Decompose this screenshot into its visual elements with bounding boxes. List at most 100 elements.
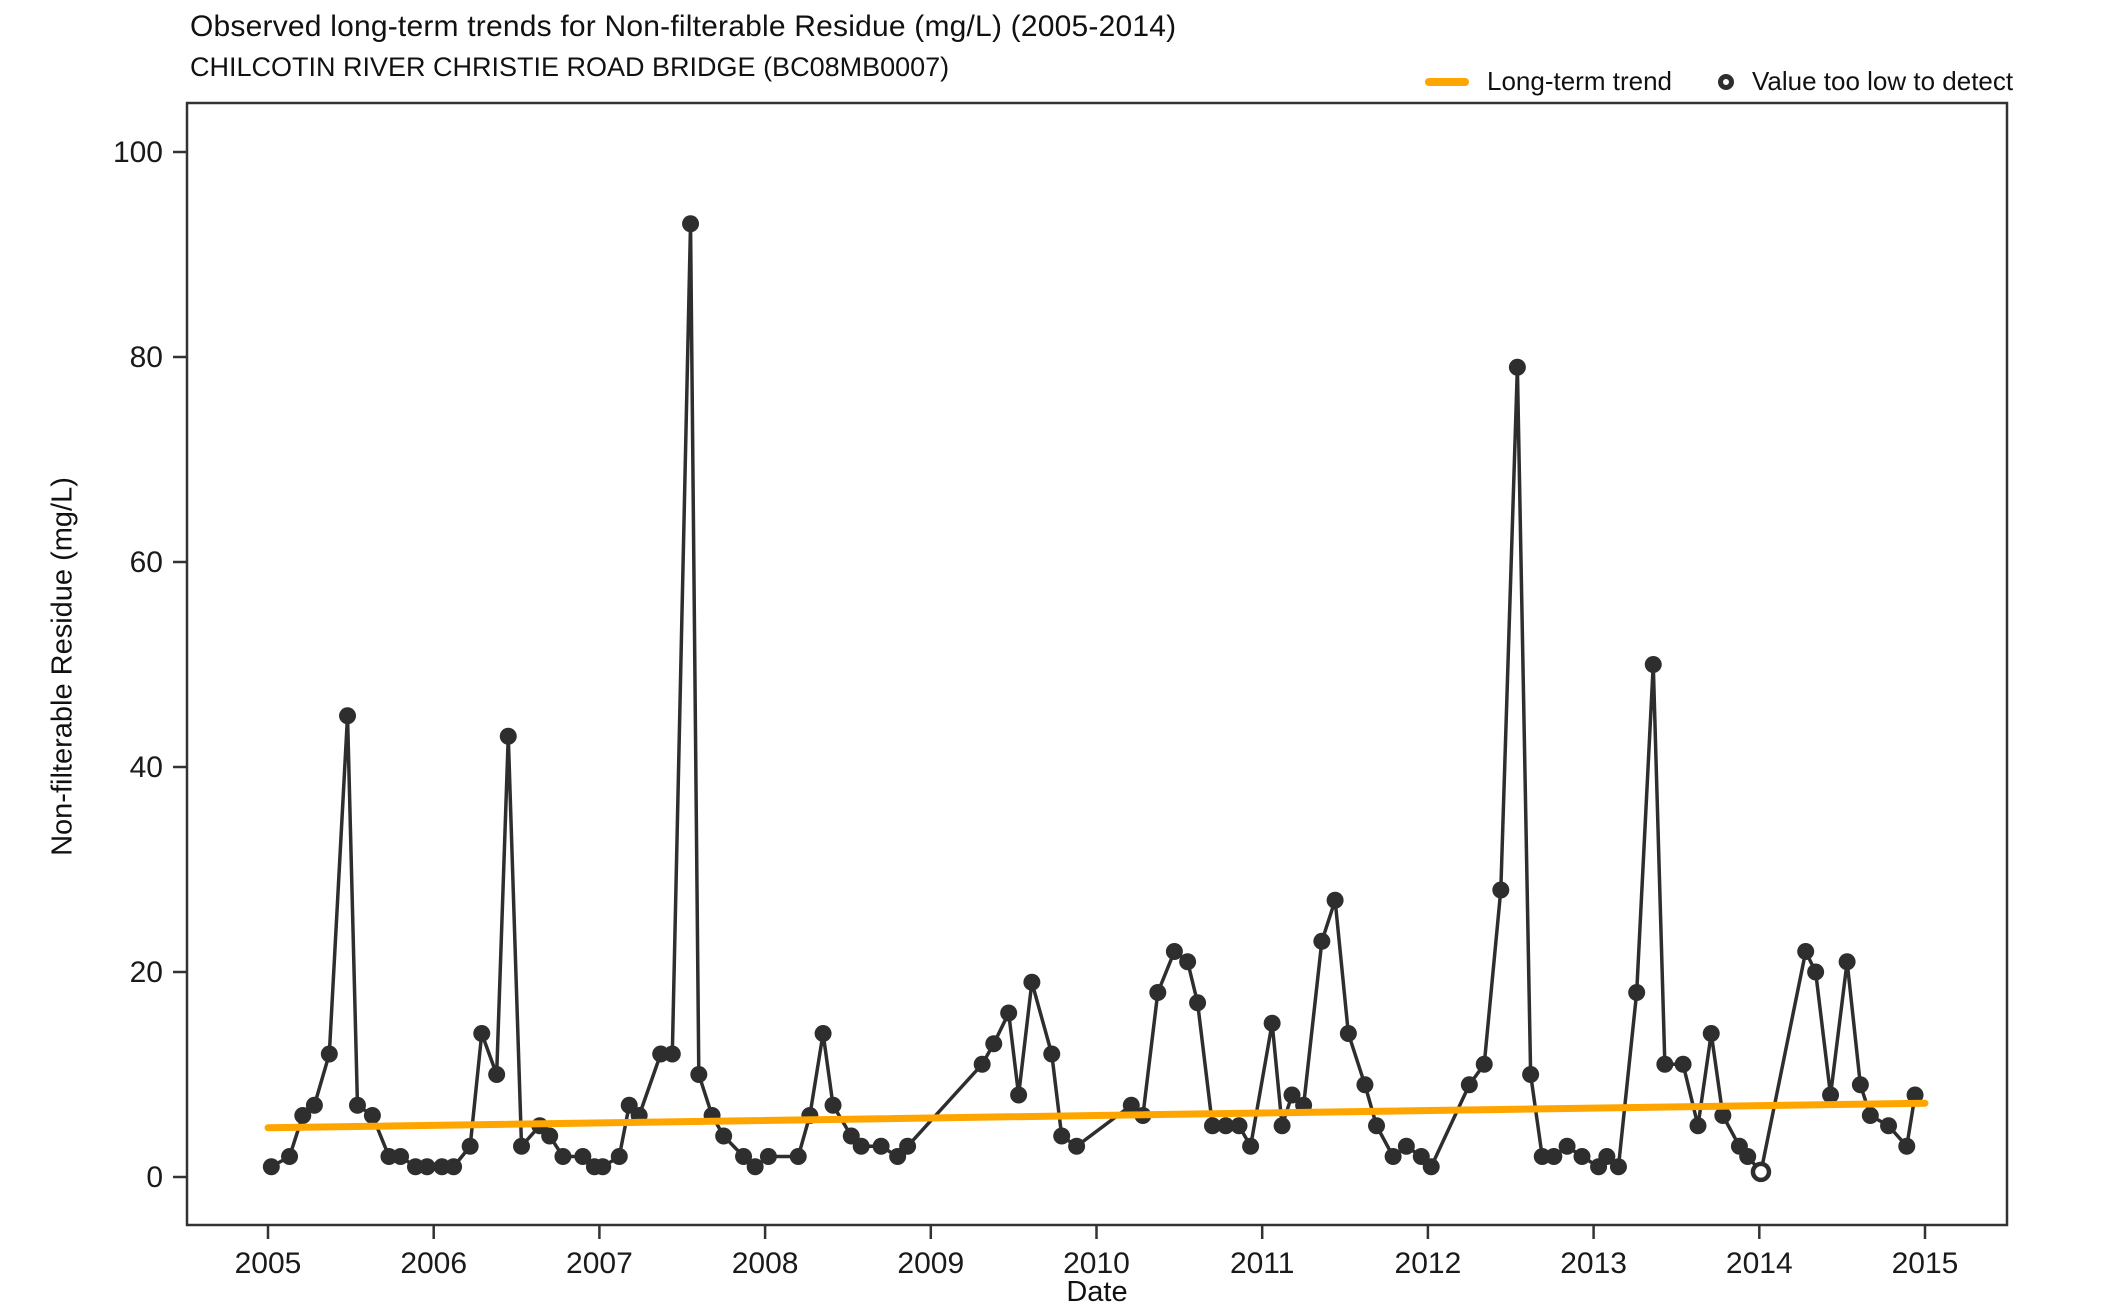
data-point — [1149, 984, 1167, 1001]
data-point — [554, 1148, 572, 1165]
data-point — [1807, 963, 1825, 981]
data-point — [1203, 1117, 1221, 1135]
data-point — [1217, 1117, 1235, 1135]
data-point — [1165, 943, 1183, 960]
data-point — [746, 1158, 764, 1176]
data-point — [1122, 1096, 1140, 1114]
data-point — [899, 1137, 917, 1155]
data-point — [499, 727, 517, 745]
legend-trend-label: Long-term trend — [1487, 66, 1672, 96]
y-tick-label: 100 — [113, 136, 163, 169]
data-point — [1702, 1025, 1720, 1042]
data-point — [1861, 1107, 1879, 1124]
data-point — [1797, 943, 1815, 960]
data-point — [1356, 1076, 1374, 1094]
data-point — [1739, 1148, 1757, 1165]
observed-line — [270, 222, 1917, 1174]
y-tick-label: 60 — [130, 546, 163, 579]
data-point — [852, 1137, 870, 1155]
data-point — [1326, 891, 1344, 909]
data-point — [682, 215, 700, 233]
data-point — [1273, 1117, 1291, 1135]
x-tick-label: 2010 — [1063, 1247, 1130, 1280]
data-point — [1242, 1137, 1260, 1155]
data-point — [1000, 1004, 1018, 1022]
data-point — [574, 1148, 592, 1165]
x-tick-label: 2006 — [400, 1247, 467, 1280]
panel-border — [185, 101, 2009, 1227]
data-point — [1043, 1045, 1061, 1063]
data-point — [1053, 1127, 1071, 1145]
x-tick-label: 2005 — [235, 1247, 302, 1280]
data-point — [461, 1137, 479, 1155]
data-point — [445, 1158, 463, 1176]
data-point — [789, 1148, 807, 1165]
data-point — [1313, 932, 1331, 950]
data-point — [1906, 1086, 1924, 1104]
x-tick-label: 2009 — [897, 1247, 964, 1280]
data-point — [1368, 1117, 1386, 1135]
data-point — [824, 1096, 842, 1114]
data-point-below-detection — [1750, 1161, 1772, 1183]
y-tick-label: 80 — [130, 341, 163, 374]
data-point — [1010, 1086, 1028, 1104]
data-point — [1339, 1025, 1357, 1042]
chart-title: Observed long-term trends for Non-filter… — [190, 10, 1177, 43]
data-point — [1230, 1117, 1248, 1135]
data-point — [1573, 1148, 1591, 1165]
data-point — [1609, 1158, 1627, 1176]
y-tick-label: 40 — [130, 751, 163, 784]
data-point — [473, 1025, 491, 1042]
data-point — [1460, 1076, 1478, 1094]
data-point — [1644, 656, 1662, 673]
data-point — [814, 1025, 832, 1042]
data-point — [1475, 1055, 1493, 1073]
data-point — [1384, 1148, 1402, 1165]
data-point — [541, 1127, 559, 1145]
data-point — [1558, 1137, 1576, 1155]
x-tick-label: 2014 — [1726, 1247, 1793, 1280]
legend: Long-term trend Value too low to detect — [1425, 66, 2013, 97]
data-point — [513, 1137, 531, 1155]
data-point — [392, 1148, 410, 1165]
data-point — [610, 1148, 628, 1165]
data-point — [594, 1158, 612, 1176]
data-point — [872, 1137, 890, 1155]
data-point — [759, 1148, 777, 1165]
data-point — [305, 1096, 323, 1114]
data-point — [1492, 881, 1510, 899]
trend-line — [264, 1099, 1929, 1132]
data-point — [1545, 1148, 1563, 1165]
data-point — [418, 1158, 436, 1176]
data-point — [663, 1045, 681, 1063]
data-point — [262, 1158, 280, 1176]
data-point — [1598, 1148, 1616, 1165]
data-point — [715, 1127, 733, 1145]
data-point — [1283, 1086, 1301, 1104]
y-axis-title: Non-filterable Residue (mg/L) — [46, 477, 79, 856]
open-circle-swatch-icon — [1717, 73, 1734, 90]
data-point — [1674, 1055, 1692, 1073]
trend-line-swatch-icon — [1425, 77, 1469, 86]
x-axis-title: Date — [1066, 1276, 1128, 1308]
data-point — [1263, 1014, 1281, 1032]
data-point — [348, 1096, 366, 1114]
data-point — [339, 707, 357, 725]
data-point — [1656, 1055, 1674, 1073]
data-point — [320, 1045, 338, 1063]
data-point — [690, 1066, 708, 1083]
data-point — [1397, 1137, 1415, 1155]
data-point — [1179, 953, 1197, 971]
data-point — [488, 1066, 506, 1083]
data-point — [1838, 953, 1856, 971]
data-point — [1422, 1158, 1440, 1176]
data-point — [1628, 984, 1646, 1001]
data-point — [1068, 1137, 1086, 1155]
data-point — [973, 1055, 991, 1073]
y-tick-label: 0 — [146, 1161, 163, 1194]
legend-bdl-label: Value too low to detect — [1751, 66, 2014, 96]
data-point — [1880, 1117, 1898, 1135]
x-tick-label: 2007 — [566, 1247, 633, 1280]
data-point — [294, 1107, 312, 1124]
